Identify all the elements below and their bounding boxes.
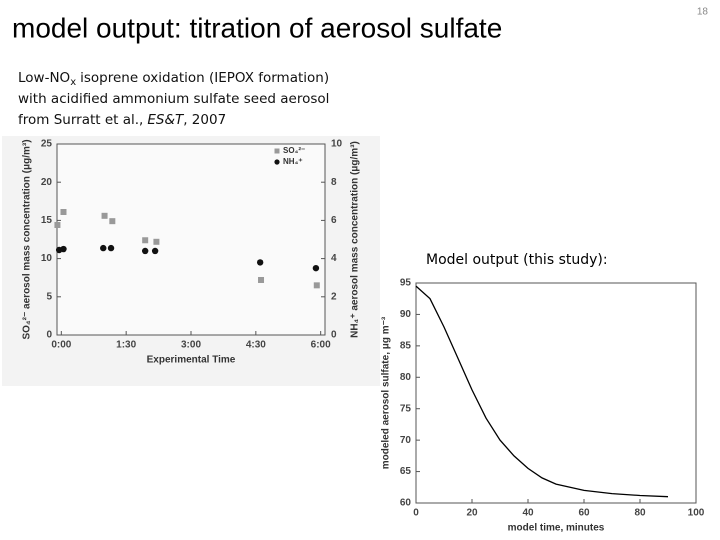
y-tick-label: 20 (41, 177, 53, 188)
x-tick-label: 0:00 (51, 340, 71, 351)
y2-tick-label: 10 (331, 139, 343, 150)
point (107, 244, 115, 252)
point (153, 238, 160, 245)
y2-tick-label: 4 (331, 253, 337, 264)
y-tick-label: 10 (41, 253, 53, 264)
y2-tick-label: 6 (331, 215, 337, 226)
y-tick-label: 25 (41, 139, 53, 150)
y-tick-label: 60 (400, 498, 412, 509)
y-tick-label: 80 (400, 372, 412, 383)
slide-title: model output: titration of aerosol sulfa… (12, 12, 502, 43)
legend-label: SO₄²⁻ (283, 146, 305, 155)
x-tick-label: 4:30 (246, 340, 266, 351)
page-number: 18 (697, 7, 709, 18)
legend-marker (274, 148, 280, 154)
y-tick-label: 5 (46, 291, 52, 302)
x-tick-label: 20 (466, 508, 478, 519)
legend-marker (274, 159, 280, 165)
point (54, 221, 61, 228)
y-tick-label: 0 (46, 330, 52, 341)
point (141, 247, 149, 255)
x-tick-label: 40 (522, 508, 534, 519)
chart-title: Model output (this study): (426, 252, 608, 268)
line (415, 285, 669, 498)
caption-line: from Surratt et al., ES&T, 2007 (18, 112, 226, 128)
plot-frame (56, 143, 326, 336)
y2-tick-label: 0 (331, 330, 337, 341)
x-axis-label: Experimental Time (147, 355, 236, 366)
x-tick-label: 60 (578, 508, 590, 519)
caption-subscript: x (70, 77, 76, 88)
point (100, 244, 107, 252)
y-tick-label: 65 (400, 466, 412, 477)
caption-line: with acidified ammonium sulfate seed aer… (18, 91, 329, 107)
x-tick-label: 1:30 (116, 340, 136, 351)
y-tick-label: 95 (400, 278, 412, 289)
caption-text: from Surratt et al., (18, 112, 143, 128)
y-tick-label: 15 (41, 215, 53, 226)
x-axis-label: model time, minutes (508, 523, 605, 534)
x-tick-label: 0 (413, 508, 419, 519)
x-tick-label: 100 (688, 508, 705, 519)
y2-tick-label: 8 (331, 177, 337, 188)
caption-text: Low-NO (18, 70, 70, 86)
y2-axis-label: NH₄⁺ aerosol mass concentration (μg/m³) (350, 141, 361, 338)
caption-text: , 2007 (183, 112, 226, 128)
point (142, 237, 149, 244)
point (256, 259, 264, 266)
point (60, 245, 67, 253)
point (60, 208, 67, 215)
y2-tick-label: 2 (331, 291, 337, 302)
point (151, 247, 159, 255)
y-tick-label: 85 (400, 340, 412, 351)
x-tick-label: 80 (634, 508, 646, 519)
point (101, 212, 108, 219)
y-tick-label: 75 (400, 403, 412, 414)
x-tick-label: 6:00 (311, 340, 331, 351)
y-tick-label: 70 (400, 435, 412, 446)
y-axis-label: SO₄²⁻ aerosol mass concentration (μg/m³) (22, 139, 33, 339)
plot-frame (415, 282, 697, 504)
point (109, 218, 116, 225)
y-axis-label: modeled aerosol sulfate, μg m⁻³ (381, 316, 392, 469)
point (312, 264, 320, 272)
x-tick-label: 3:00 (181, 340, 201, 351)
caption-journal: ES&T (147, 112, 185, 128)
caption-text: isoprene oxidation (IEPOX formation) (80, 70, 329, 86)
legend-label: NH₄⁺ (283, 157, 303, 166)
y-tick-label: 90 (400, 309, 412, 320)
caption-line: Low-NOx isoprene oxidation (IEPOX formati… (18, 70, 329, 88)
point (258, 276, 265, 283)
point (313, 282, 320, 289)
